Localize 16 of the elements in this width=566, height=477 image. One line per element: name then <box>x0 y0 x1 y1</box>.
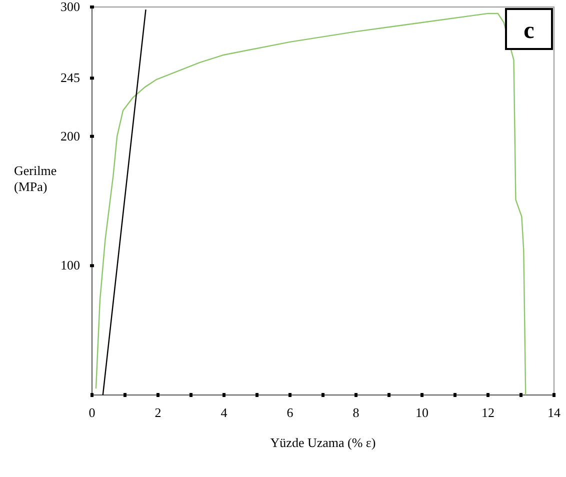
y-tick-label: 245 <box>60 70 80 86</box>
x-tick-label: 10 <box>416 405 428 420</box>
x-tick-label: 8 <box>352 405 360 420</box>
x-tick-label: 0 <box>88 405 96 420</box>
x-axis-title: Yüzde Uzama (% ε) <box>270 435 376 450</box>
x-tick-label: 4 <box>220 405 228 420</box>
annotation: c <box>524 18 535 44</box>
y-tick-label: 300 <box>60 0 80 14</box>
line-series <box>95 12 526 396</box>
y-tick-label: 200 <box>60 128 80 144</box>
x-tick-label: 2 <box>154 405 162 420</box>
x-tick-label: 12 <box>482 405 494 420</box>
x-tick-label: 14 <box>548 405 561 420</box>
y-tick-label: 100 <box>60 258 80 273</box>
y-axis-title: Gerilme (MPa) <box>14 163 57 194</box>
x-tick-label: 6 <box>286 405 294 420</box>
